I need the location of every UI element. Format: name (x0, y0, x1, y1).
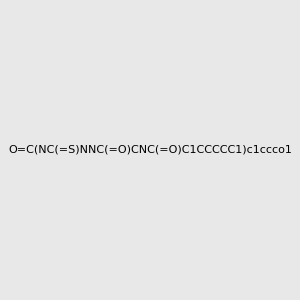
Text: O=C(NC(=S)NNC(=O)CNC(=O)C1CCCCC1)c1ccco1: O=C(NC(=S)NNC(=O)CNC(=O)C1CCCCC1)c1ccco1 (8, 145, 292, 155)
